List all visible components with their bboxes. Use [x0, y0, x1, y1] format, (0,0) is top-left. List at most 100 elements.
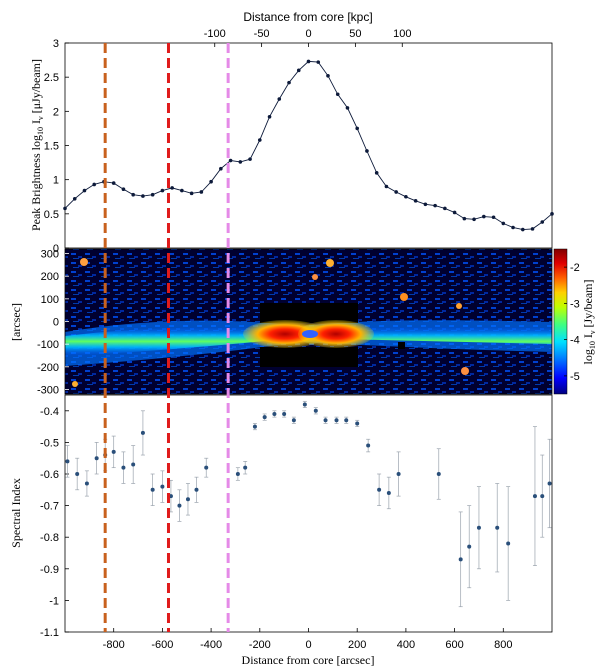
brightness-point	[180, 188, 184, 193]
spectral-point	[377, 487, 382, 492]
spectral-point	[540, 494, 545, 499]
brightness-point	[452, 210, 457, 215]
spectral-point	[532, 494, 537, 499]
spectral-point	[140, 430, 145, 435]
jet-mid	[65, 326, 552, 356]
spectral-point	[366, 443, 371, 448]
top-x-tick-label: 0	[305, 28, 311, 40]
spectral-series	[65, 400, 552, 608]
brightness-point	[92, 182, 97, 187]
brightness-point	[491, 215, 496, 220]
masked-region-upper	[260, 303, 358, 323]
brightness-point	[433, 203, 437, 208]
spectral-y-tick-label: -0.8	[40, 532, 59, 544]
colorbar-tick-label: -4	[570, 335, 580, 347]
brightness-point	[394, 190, 398, 194]
brightness-point	[384, 184, 389, 189]
spectral-point	[386, 490, 391, 495]
brightness-point	[72, 197, 77, 201]
spectral-point	[476, 525, 481, 530]
top-x-axis-label: Distance from core [kpc]	[243, 10, 372, 24]
spectral-point	[282, 411, 287, 416]
brightness-point	[121, 187, 126, 192]
spectral-point	[194, 487, 199, 492]
brightness-series	[63, 59, 554, 232]
spectral-point	[291, 418, 296, 423]
spectral-point	[323, 418, 328, 423]
brightness-point	[374, 171, 379, 175]
brightness-point	[413, 199, 418, 203]
brightness-y-tick-label: 1.5	[44, 141, 59, 153]
brightness-line	[64, 60, 553, 231]
map-y-label: [arcsec]	[9, 303, 23, 341]
brightness-point	[404, 194, 408, 199]
spectral-point	[302, 402, 307, 407]
spectral-y-tick-label: -0.7	[40, 501, 59, 513]
spectral-point	[65, 459, 70, 464]
map-y-tick-label: -300	[37, 384, 59, 396]
brightness-point	[170, 186, 174, 190]
lobe-east	[298, 320, 374, 348]
brightness-point	[63, 206, 67, 211]
spectral-x-tick-label: 800	[494, 639, 512, 651]
spectral-y-tick-label: -0.6	[40, 469, 59, 481]
brightness-point	[248, 157, 252, 161]
brightness-point	[462, 216, 467, 221]
spectral-x-tick-label: 0	[305, 639, 311, 651]
colorbar-tick-label: -5	[570, 371, 580, 383]
brightness-point	[482, 214, 486, 219]
spectral-point	[235, 472, 240, 476]
spectral-point	[94, 456, 99, 461]
spectral-y-label: Spectral Index	[9, 478, 23, 548]
brightness-point	[160, 188, 165, 193]
map-y-tick-label: 100	[41, 294, 59, 306]
colorbar-tick-label: -2	[570, 262, 580, 274]
top-x-tick-label: -50	[254, 28, 270, 40]
spectral-point	[313, 408, 318, 413]
brightness-point	[287, 80, 291, 85]
brightness-point	[355, 126, 360, 131]
colorbar-ticks: -5 -4 -3 -2	[564, 262, 580, 383]
brightness-point	[316, 60, 321, 64]
colorbar-tick-label: -3	[570, 298, 580, 310]
brightness-point	[296, 68, 301, 73]
brightness-point	[199, 190, 204, 194]
spectral-point	[111, 449, 116, 454]
brightness-point	[365, 149, 369, 153]
brightness-y-label: Peak Brightness log10 Iν [μJy/beam]	[29, 59, 45, 231]
brightness-point	[141, 194, 145, 198]
top-x-tick-label: 50	[349, 28, 361, 40]
spectral-point	[467, 544, 472, 549]
spectral-point	[160, 484, 165, 489]
brightness-point	[443, 206, 447, 211]
spectral-point	[150, 487, 155, 492]
brightness-point	[209, 179, 213, 184]
brightness-point	[150, 192, 155, 197]
spectral-point	[506, 541, 511, 546]
spectral-point	[334, 418, 339, 423]
map-y-ticks: -300 -200 -100 0 100 200 300	[37, 249, 69, 396]
brightness-point	[530, 227, 535, 231]
spectral-y-tick-label: -0.4	[40, 406, 59, 418]
brightness-point	[335, 92, 340, 97]
spectral-point	[355, 421, 360, 426]
brightness-point	[258, 138, 262, 142]
spectral-point	[243, 465, 248, 470]
brightness-y-ticks: 0 0.5 1 1.5 2 2.5 3	[44, 38, 69, 255]
spectral-point	[436, 472, 441, 476]
brightness-y-tick-label: 1	[53, 175, 59, 187]
brightness-point	[501, 221, 506, 226]
spectral-point	[121, 465, 126, 470]
brightness-y-tick-label: 0.5	[44, 209, 59, 221]
map-y-tick-label: 200	[41, 271, 59, 283]
brightness-point	[111, 181, 116, 185]
background-sources	[72, 258, 469, 387]
brightness-y-tick-label: 2	[53, 106, 59, 118]
spectral-point	[177, 503, 182, 508]
spectral-x-tick-label: 400	[397, 639, 415, 651]
spectral-y-tick-label: -1	[49, 595, 59, 607]
radio-map	[65, 249, 552, 394]
spectral-y-tick-label: -1.1	[40, 627, 59, 639]
masked-region-lower	[260, 347, 358, 367]
